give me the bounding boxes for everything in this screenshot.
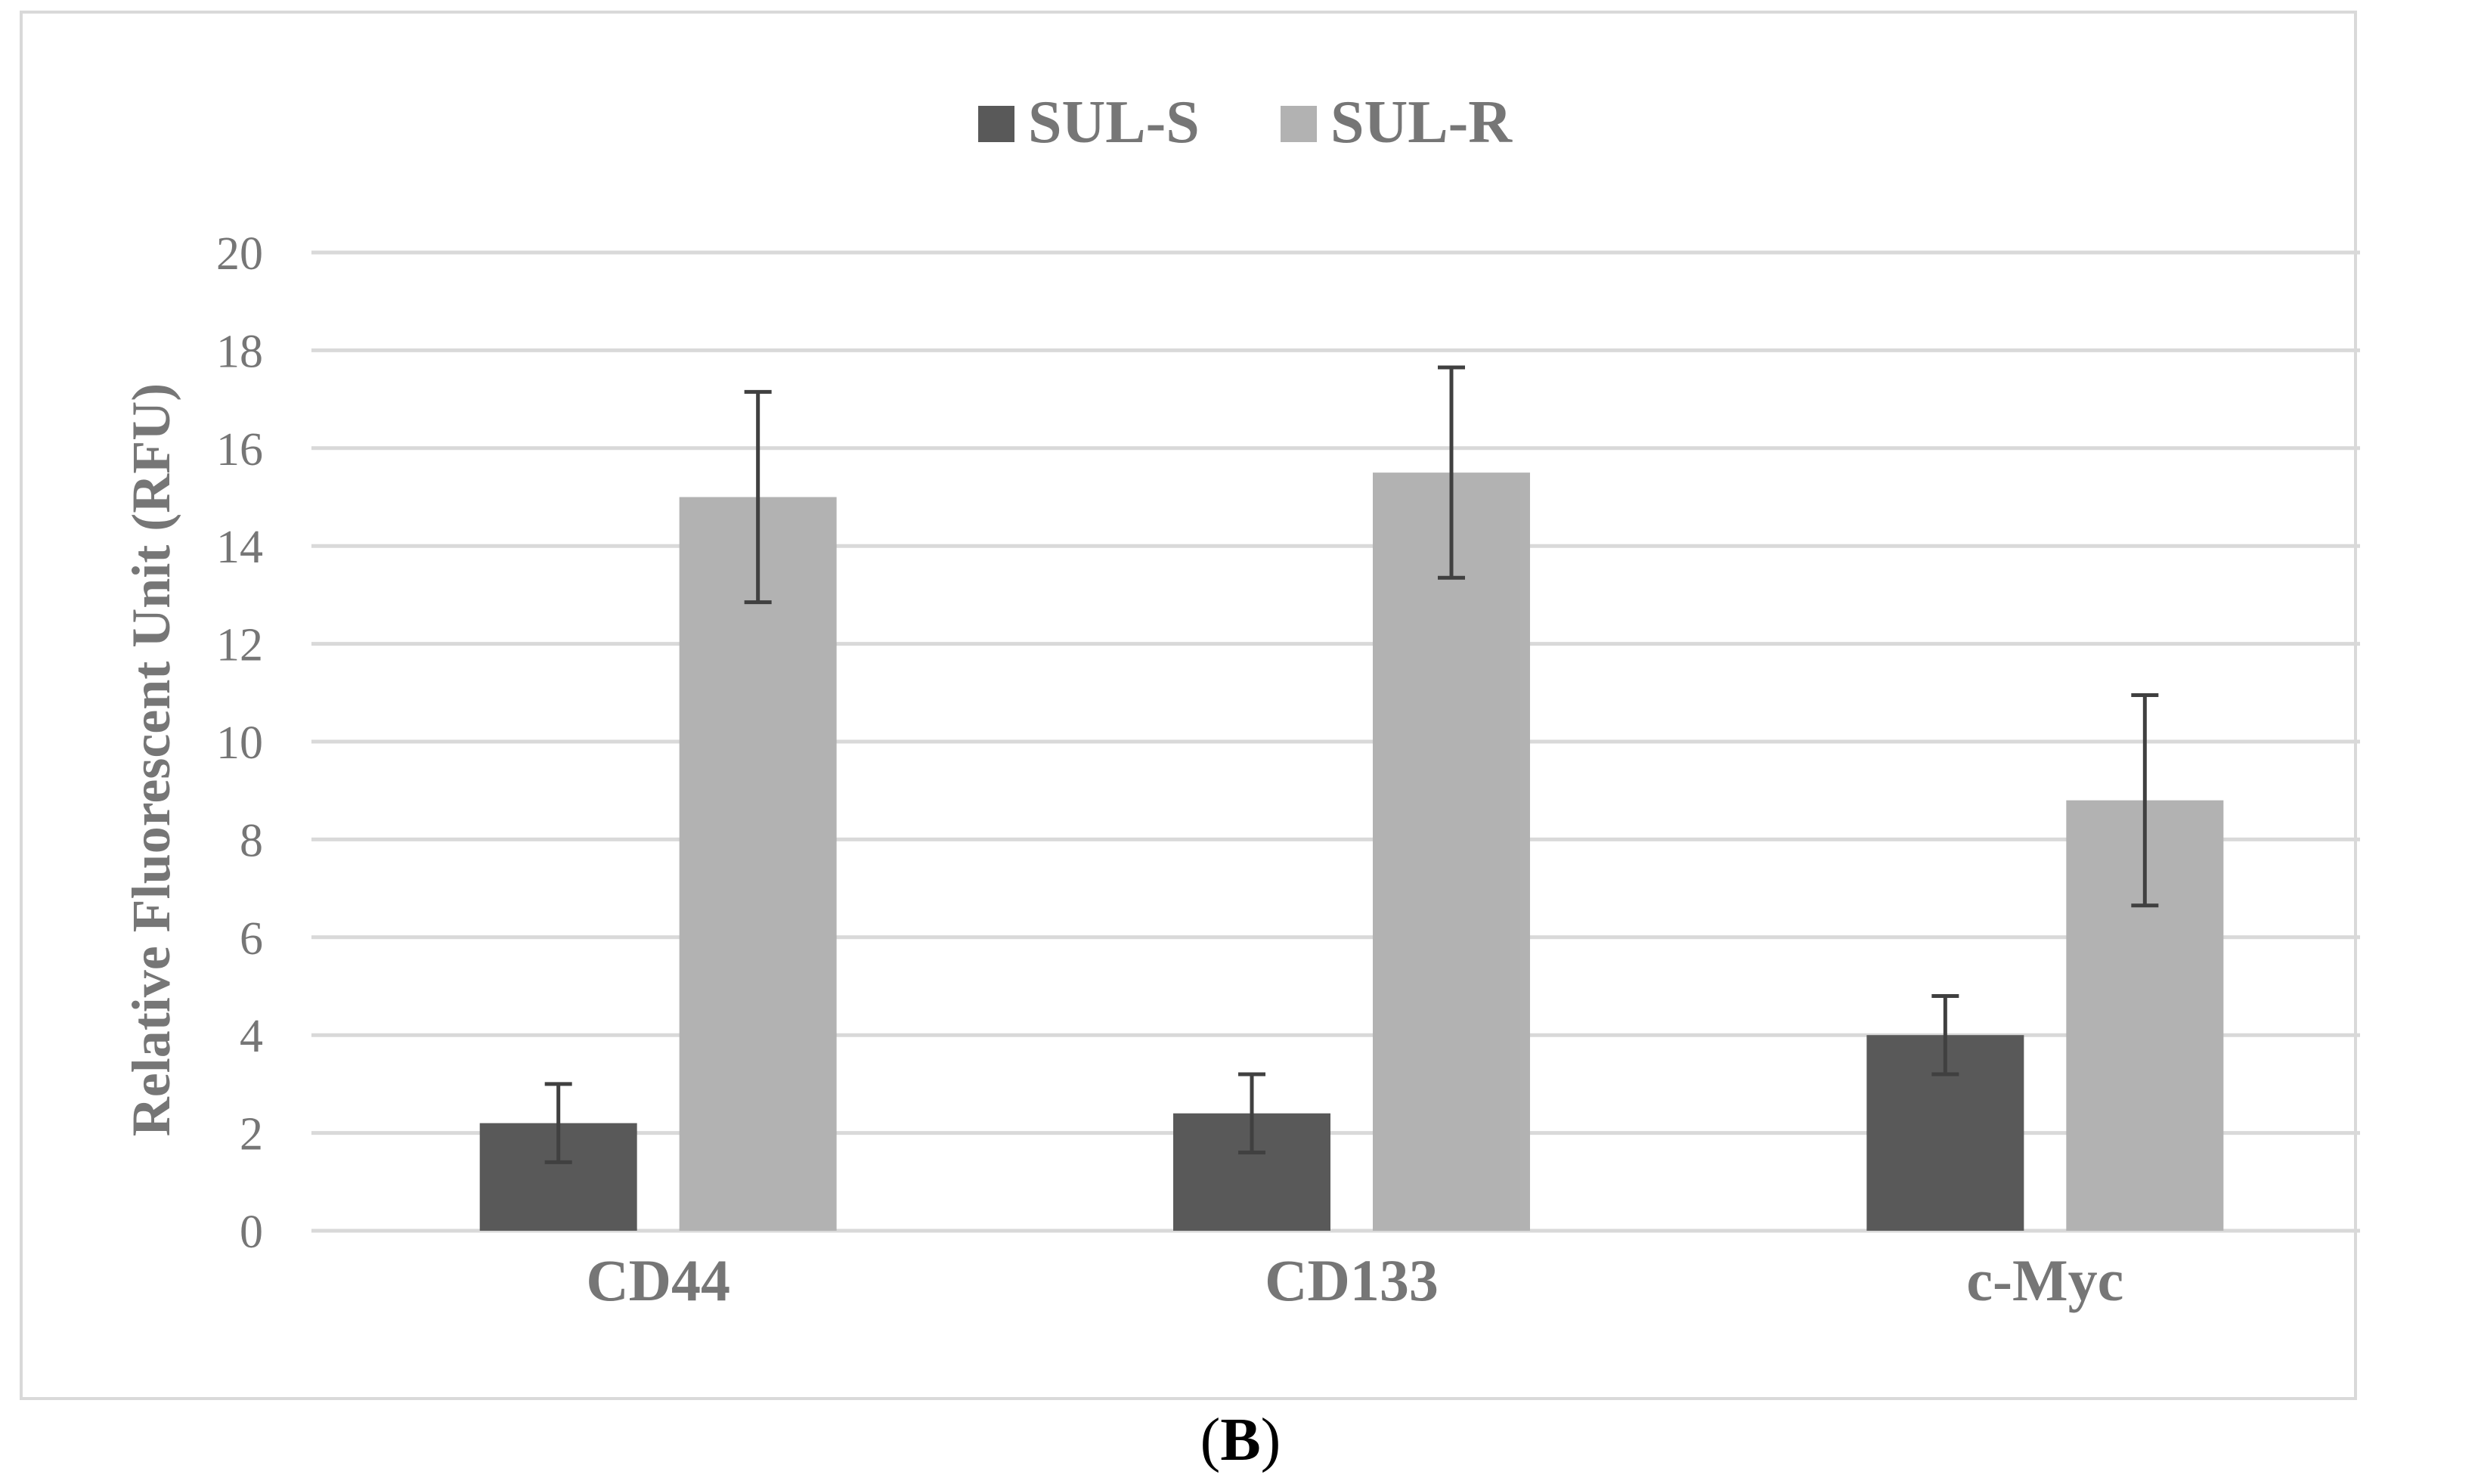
y-tick-label: 4 [240, 1011, 263, 1062]
legend-label-sul-s: SUL-S [1028, 89, 1200, 156]
y-tick-label: 2 [240, 1109, 263, 1160]
error-bars [544, 365, 2159, 1164]
legend-swatch-sul-r [1281, 106, 1317, 142]
x-tick-label: c-Myc [1966, 1247, 2123, 1313]
legend-swatch-sul-s [978, 106, 1014, 142]
y-tick-label: 14 [216, 522, 263, 573]
y-tick-label: 20 [216, 228, 263, 280]
y-tick-label: 10 [216, 717, 263, 769]
legend-label-sul-r: SUL-R [1330, 89, 1513, 156]
x-tick-label: CD133 [1265, 1247, 1439, 1313]
x-tick-label: CD44 [586, 1247, 730, 1313]
x-axis-category-labels: CD44 CD133 c-Myc [586, 1247, 2123, 1313]
y-tick-label: 16 [216, 424, 263, 476]
y-tick-label: 18 [216, 326, 263, 377]
gridlines [311, 250, 2392, 1233]
y-tick-label: 8 [240, 815, 263, 866]
legend: SUL-S SUL-R [978, 89, 1513, 156]
y-tick-label: 12 [216, 620, 263, 671]
panel-label: (B) [1200, 1407, 1281, 1473]
y-tick-label: 0 [240, 1207, 263, 1258]
bar-sul-r-cd44 [679, 497, 837, 1231]
panel-letter: B [1220, 1407, 1261, 1473]
y-axis-title: Relative Fluorescent Unit (RFU) [121, 383, 181, 1136]
y-tick-label: 6 [240, 913, 263, 965]
y-axis-tick-labels: 0 2 4 6 8 10 12 14 16 18 20 [216, 228, 263, 1258]
chart-frame: 0 2 4 6 8 10 12 14 16 18 20 CD44 CD133 c-Myc SUL-S SU… [20, 11, 2392, 1400]
bars [479, 472, 2224, 1231]
bar-sul-r-cd133 [1373, 472, 1530, 1231]
